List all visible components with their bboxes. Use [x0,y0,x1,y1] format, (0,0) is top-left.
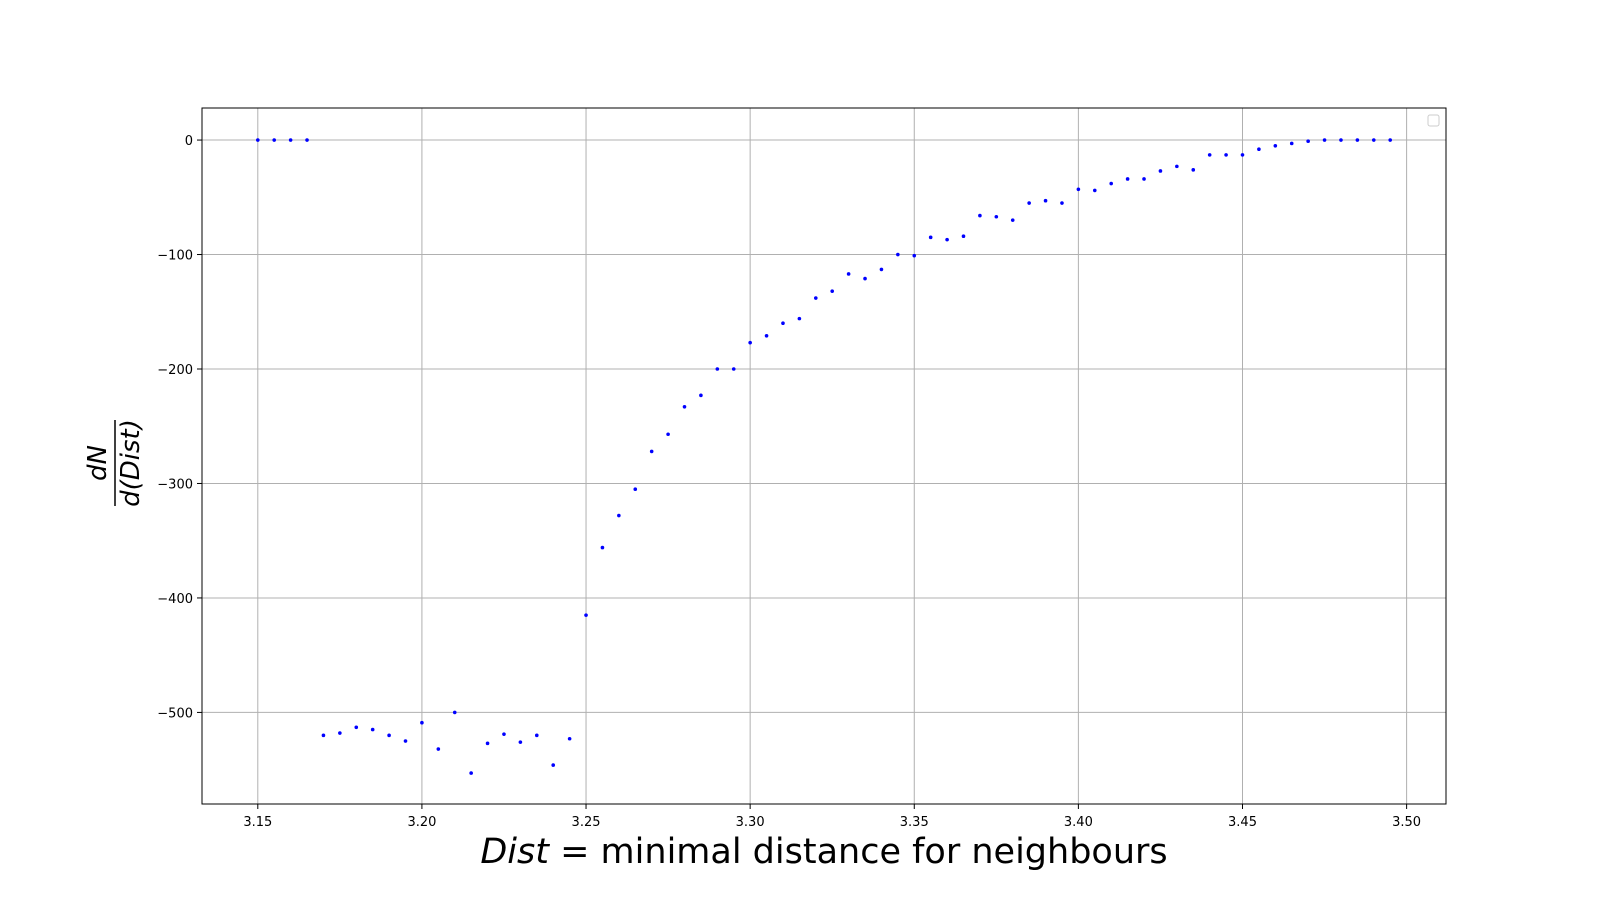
x-tick-label: 3.25 [572,815,601,830]
data-point [370,727,375,732]
data-point [485,741,490,746]
data-point [1306,139,1310,143]
data-point [1092,188,1097,193]
data-point [961,234,966,239]
data-point [387,733,391,738]
data-point [781,321,785,326]
data-point [354,725,359,730]
data-point [1339,138,1343,142]
data-point [567,736,572,741]
x-axis-label-italic: Dist [480,832,550,872]
data-point [896,252,900,257]
data-point [1076,187,1081,192]
data-point [1371,138,1376,142]
y-tick-label: −200 [157,363,193,378]
data-point [1158,169,1163,173]
data-point [617,513,621,518]
data-points [255,138,1393,775]
data-point [1125,177,1130,181]
data-point [633,487,638,491]
data-point [846,272,851,276]
x-tick-label: 3.40 [1064,815,1093,830]
y-tick-label: 0 [185,134,193,149]
data-point [469,771,473,775]
grid-lines [202,108,1446,804]
data-point [1240,153,1245,157]
data-point [731,367,736,371]
legend-box [1427,114,1440,127]
data-point [1142,177,1146,181]
data-point [1207,153,1212,157]
data-point [1224,153,1228,157]
data-point [305,138,309,142]
data-point [272,138,277,142]
data-point [436,747,441,751]
y-axis-label-denominator: d(Dist) [116,419,146,507]
data-point [584,613,588,617]
data-point [420,720,424,725]
data-point [945,237,949,242]
data-point [1322,138,1327,142]
data-point [1010,218,1015,222]
data-point [1289,141,1294,146]
y-axis-label-numerator: dN [83,445,113,481]
data-point [764,334,769,338]
data-point [338,731,342,735]
data-point [666,432,670,437]
data-point [830,289,835,293]
data-point [452,710,457,715]
y-tick-label: −100 [157,249,193,264]
data-point [1175,164,1179,169]
y-tick-label: −500 [157,706,193,721]
data-point [978,213,982,218]
data-point [912,253,917,258]
x-tick-label: 3.45 [1228,815,1257,830]
data-point [1060,201,1064,205]
data-point [403,739,408,743]
data-point [1388,138,1393,142]
data-point [813,296,818,300]
y-axis-ticks: 0 −100 −200 −300 −400 −500 [157,134,202,721]
data-point [1355,138,1360,142]
data-point [699,393,703,398]
data-point [255,138,260,142]
data-point [682,404,687,409]
data-point [1109,181,1114,186]
x-axis-ticks: 3.15 3.20 3.25 3.30 3.35 3.40 3.45 3.50 [243,804,1421,830]
x-tick-label: 3.15 [243,815,272,830]
x-tick-label: 3.30 [736,815,765,830]
data-point [518,740,523,744]
data-point [928,235,933,240]
y-axis-label: dN d(Dist) [83,419,146,507]
x-axis-label-rest: = minimal distance for neighbours [549,832,1168,872]
data-point [502,732,506,736]
data-point [797,316,802,321]
data-point [1027,201,1031,205]
x-tick-label: 3.35 [900,815,929,830]
data-point [534,733,539,738]
data-point [863,276,867,281]
data-point [1257,147,1261,152]
data-point [1191,168,1196,172]
data-point [1273,143,1278,148]
data-point [600,545,605,550]
data-point [748,340,752,345]
data-point [879,267,884,272]
data-point [715,367,720,371]
data-point [288,138,293,142]
plot-area-frame [201,107,1447,805]
data-point [321,733,326,738]
data-point [994,214,999,219]
data-point [1043,198,1048,203]
y-tick-label: −300 [157,477,193,492]
x-tick-label: 3.50 [1392,815,1421,830]
data-point [551,763,556,767]
x-axis-label: Dist = minimal distance for neighbours [480,832,1167,872]
y-tick-label: −400 [157,592,193,607]
x-tick-label: 3.20 [407,815,436,830]
data-point [649,449,654,454]
